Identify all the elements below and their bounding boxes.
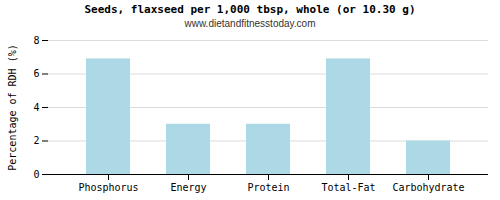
svg-text:6: 6 [33, 68, 39, 79]
svg-text:Protein: Protein [247, 182, 289, 193]
svg-text:Percentage of RDH (%): Percentage of RDH (%) [7, 44, 18, 170]
svg-text:2: 2 [33, 135, 39, 146]
svg-text:8: 8 [33, 35, 39, 46]
html-text:Seeds, flaxseed per 1,000 tbsp: Seeds, flaxseed per 1,000 tbsp, whole (o… [84, 3, 416, 16]
svg-text:4: 4 [33, 102, 39, 113]
svg-text:Carbohydrate: Carbohydrate [392, 182, 464, 193]
svg-text:Phosphorus: Phosphorus [78, 182, 138, 193]
html-text:www.dietandfitnesstoday.com: www.dietandfitnesstoday.com [184, 18, 316, 29]
svg-text:Total-Fat: Total-Fat [321, 182, 375, 193]
svg-text:Energy: Energy [170, 182, 206, 193]
svg-text:0: 0 [33, 169, 39, 180]
